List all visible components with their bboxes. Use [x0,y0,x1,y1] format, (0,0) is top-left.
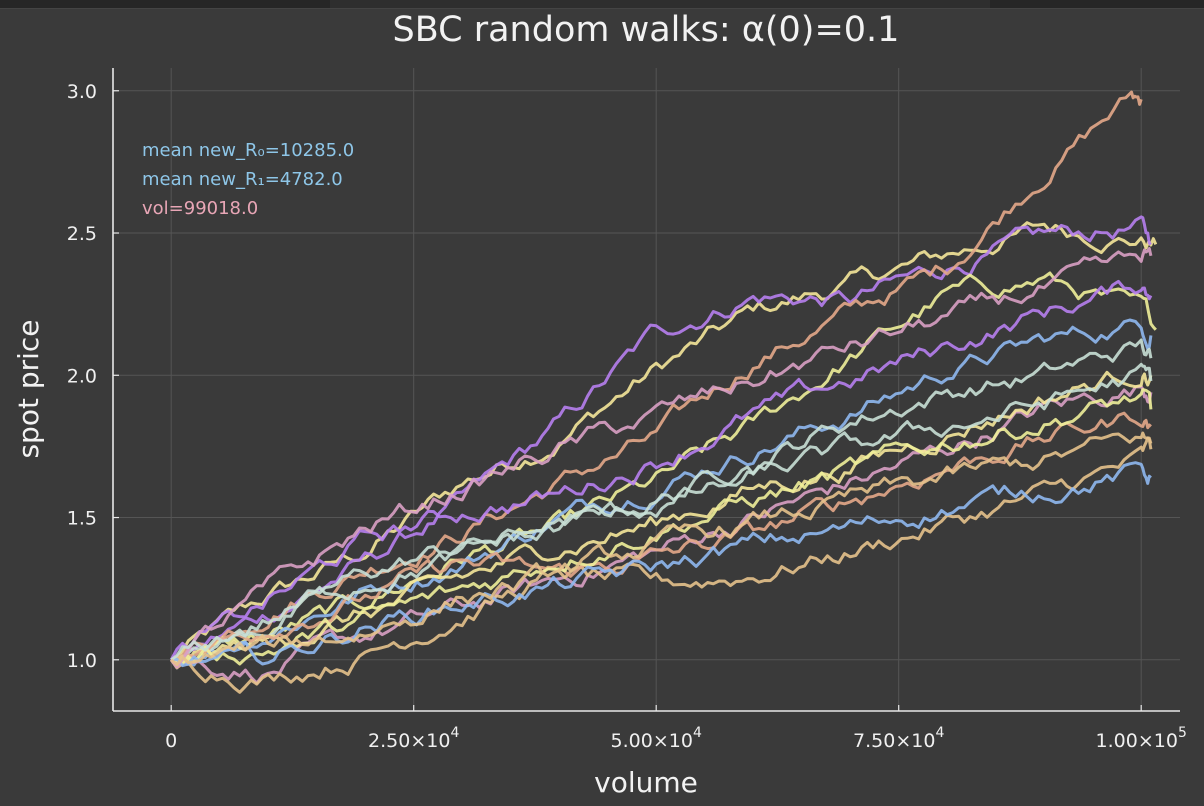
y-tick-label: 2.0 [67,365,97,387]
series-line-10 [169,411,1152,670]
series-line-5 [170,385,1153,685]
y-axis-label: spot price [12,319,45,458]
y-tick-label: 1.5 [67,508,97,530]
window-top-edge [0,0,1204,9]
series-line-3 [170,271,1157,665]
series-line-13 [170,247,1153,669]
series-line-14 [170,362,1153,662]
series-line-2 [170,90,1143,662]
grid [113,68,1180,711]
y-tick-label: 3.0 [67,81,97,103]
ticks: 0 2.50×104 5.00×104 7.50×104 1.00×105 1.0 1.5 2… [67,81,1187,752]
series-layer [169,90,1158,694]
x-tick-label: 2.50×104 [368,725,459,752]
x-tick-label: 5.00×104 [611,725,702,752]
annotation-0: mean new_R₀=10285.0 [142,140,354,161]
y-tick-label: 1.0 [67,650,97,672]
series-line-6 [169,338,1153,670]
annotation-2: vol=99018.0 [142,198,258,219]
series-line-9 [169,279,1153,661]
series-line-8 [170,370,1153,668]
series-line-4 [170,318,1153,667]
window-tab-left [0,0,330,8]
x-tick-label: 1.00×105 [1096,725,1187,752]
axes [112,68,1180,712]
series-line-7 [170,436,1153,694]
annotation-1: mean new_R₁=4782.0 [142,169,343,190]
x-tick-label: 7.50×104 [853,725,944,752]
x-tick-label: 0 [165,730,177,752]
window-tab-right [990,0,1204,8]
y-tick-label: 2.5 [67,223,97,245]
x-axis-label: volume [594,766,698,799]
series-line-15 [170,431,1153,667]
chart-title: SBC random walks: α(0)=0.1 [393,10,900,50]
series-line-1 [170,215,1152,666]
